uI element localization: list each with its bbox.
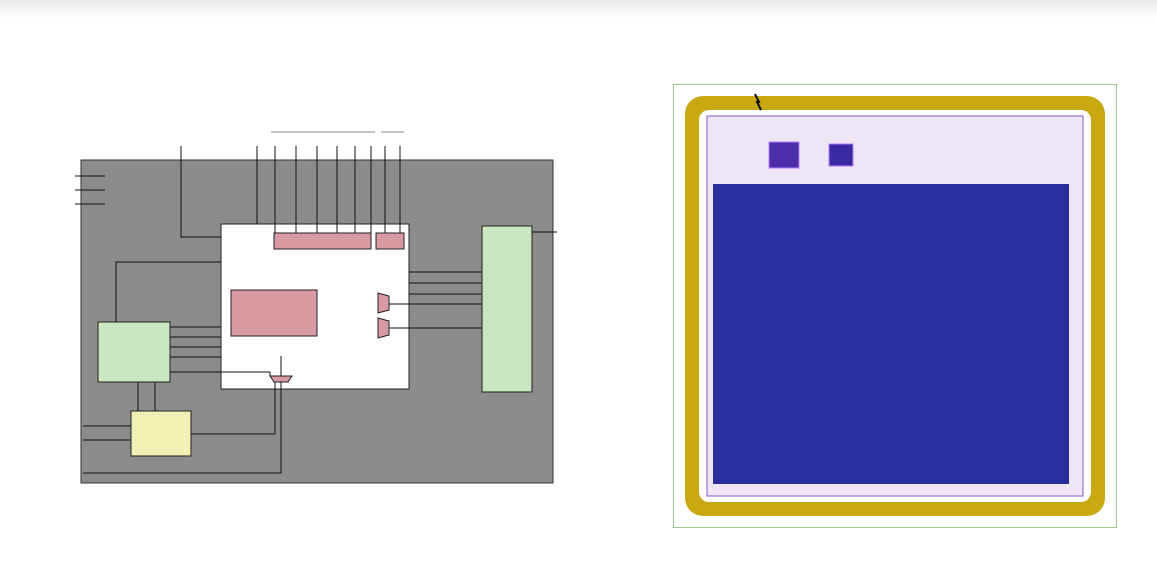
- sram-box: [230, 289, 318, 337]
- spi-master-box: [273, 232, 372, 250]
- power-wires: [75, 175, 105, 205]
- wires: [83, 146, 557, 474]
- chip-layout-image: [673, 84, 1117, 528]
- cursor-arrow-icon: [754, 93, 762, 111]
- mux-1: [377, 292, 390, 314]
- spi-block-box: [97, 321, 171, 383]
- block-diagram: [75, 131, 557, 484]
- top-edge-strip: [0, 0, 1157, 18]
- pll-box: [130, 410, 192, 457]
- mux-2: [377, 317, 390, 339]
- gpio-bank-box: [481, 225, 533, 393]
- uart-box: [375, 232, 405, 250]
- clk-mux: [269, 375, 293, 383]
